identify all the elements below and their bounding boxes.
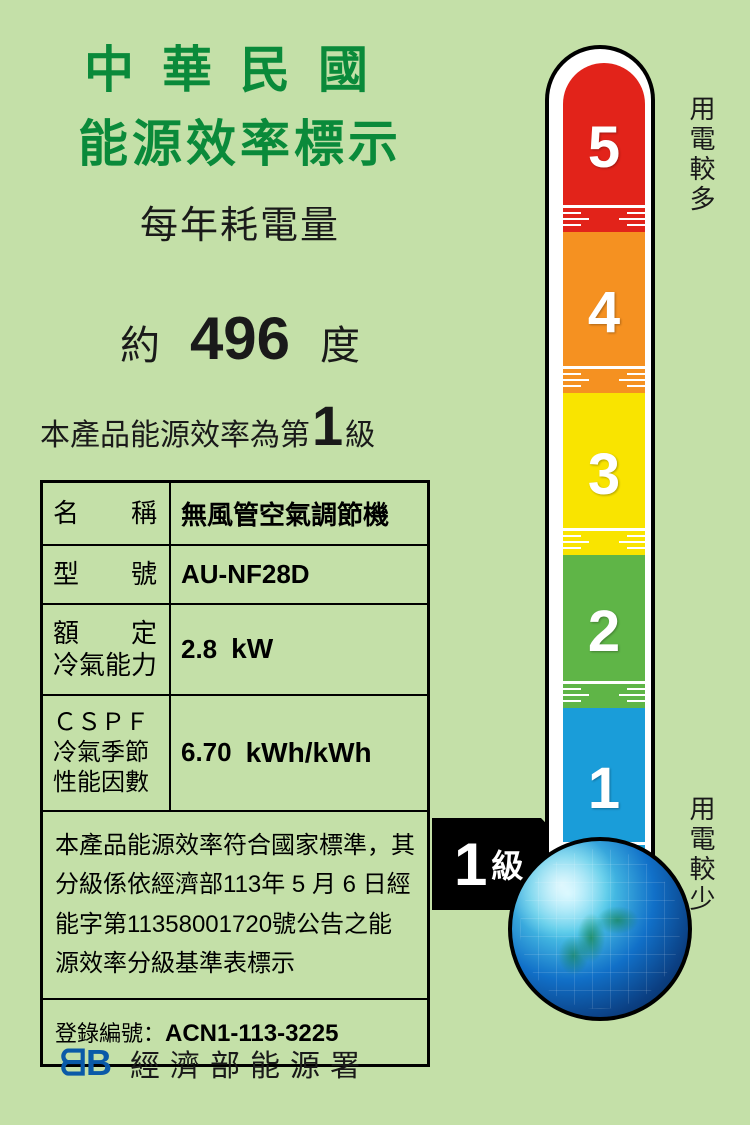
thermometer-segment: 5 [563, 63, 645, 232]
table-row: 名 稱 無風管空氣調節機 [43, 483, 427, 546]
name-label: 名 稱 [43, 483, 171, 544]
issuer-logo-icon: ᗺB [60, 1042, 112, 1085]
approx-label: 約 [120, 313, 160, 371]
spec-table: 名 稱 無風管空氣調節機 型 號 AU-NF28D 額 定 冷氣能力 2.8 k… [40, 480, 430, 1067]
arrow-level-number: 1 [454, 830, 487, 899]
thermometer-segment: 3 [563, 393, 645, 554]
thermometer-segment: 2 [563, 555, 645, 708]
level-suffix: 級 [345, 410, 375, 454]
cspf-value: 6.70 [181, 737, 232, 768]
table-row: 型 號 AU-NF28D [43, 546, 427, 605]
capacity-value: 2.8 [181, 634, 217, 665]
consumption-unit: 度 [320, 313, 360, 371]
label-less-power: 用電較少 [683, 795, 720, 915]
cspf-value-cell: 6.70 kWh/kWh [171, 696, 427, 810]
annual-consumption-label: 每年耗電量 [40, 194, 440, 249]
segment-number: 4 [588, 279, 620, 346]
label-more-power: 用電較多 [683, 95, 720, 215]
compliance-note: 本產品能源效率符合國家標準，其分級係依經濟部113年 5 月 6 日經能字第11… [43, 812, 427, 1000]
thermometer-segment: 4 [563, 232, 645, 393]
efficiency-level-line: 本產品能源效率為第 1 級 [40, 393, 440, 458]
table-row: 額 定 冷氣能力 2.8 kW [43, 605, 427, 696]
thermometer: 5 4 3 2 1 [545, 45, 655, 1005]
issuer-name: 經濟部能源署 [130, 1041, 370, 1085]
segment-number: 2 [588, 598, 620, 665]
model-value: AU-NF28D [171, 546, 427, 603]
consumption-value: 496 [190, 304, 290, 373]
thermometer-tube: 5 4 3 2 1 [545, 45, 655, 865]
thermometer-bulb [508, 837, 692, 1021]
table-row: ＣＳＰＦ 冷氣季節 性能因數 6.70 kWh/kWh [43, 696, 427, 812]
label-title: 能源效率標示 [40, 104, 440, 176]
capacity-label: 額 定 冷氣能力 [43, 605, 171, 694]
segment-number: 1 [588, 755, 620, 822]
level-number: 1 [312, 393, 343, 458]
country-title: 中華民國 [40, 30, 440, 102]
capacity-unit: kW [231, 633, 273, 665]
issuer-footer: ᗺB 經濟部能源署 [60, 1041, 370, 1085]
level-prefix: 本產品能源效率為第 [40, 410, 310, 454]
segment-number: 5 [588, 114, 620, 181]
annual-consumption-row: 約 496 度 [40, 304, 440, 373]
model-label: 型 號 [43, 546, 171, 603]
cspf-unit: kWh/kWh [246, 737, 372, 769]
segment-number: 3 [588, 441, 620, 508]
capacity-value-cell: 2.8 kW [171, 605, 427, 694]
cspf-label: ＣＳＰＦ 冷氣季節 性能因數 [43, 696, 171, 810]
name-value: 無風管空氣調節機 [171, 483, 427, 544]
